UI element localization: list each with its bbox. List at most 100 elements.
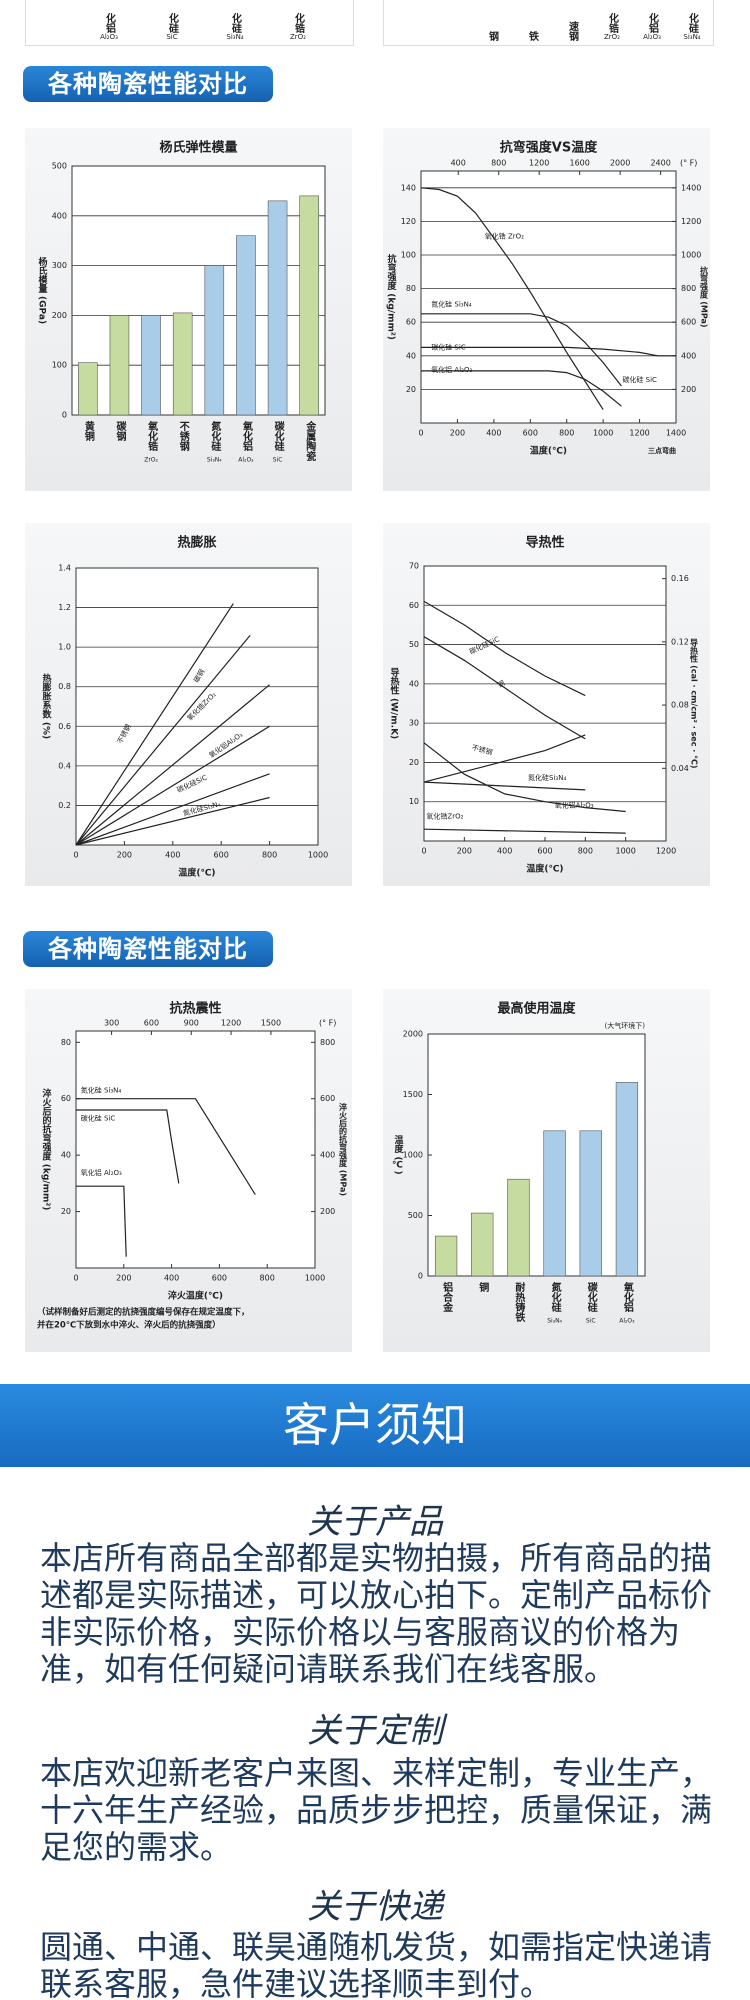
y-tick-label: 100 xyxy=(52,361,67,370)
annotation: 碳化硅 SiC xyxy=(622,375,657,384)
x-tick-label: 氧化铝 xyxy=(621,1281,634,1313)
y-tick-label: 1500 xyxy=(403,1090,423,1099)
x-tick-sublabel: Si₃N₄ xyxy=(547,1318,562,1325)
x-tick-label: 铝合金 xyxy=(441,1281,454,1312)
x2-tick-label: 400 xyxy=(451,159,466,168)
series-label: 氧化铝 Al₂O₃ xyxy=(431,365,472,374)
fragment-label: 钢 xyxy=(474,31,510,41)
x-tick-label: 1000 xyxy=(615,847,635,856)
fragment-label: 化硅 Si₃N₄ xyxy=(217,13,253,41)
fragment-sub: ZrO₂ xyxy=(290,33,306,41)
x-tick-label: 200 xyxy=(457,847,472,856)
x-tick-label: 0 xyxy=(418,429,423,438)
x-tick-label: 400 xyxy=(486,429,501,438)
fragment-text: 化铝 xyxy=(103,13,115,33)
series-line xyxy=(75,796,270,846)
x-tick-label: 400 xyxy=(164,1274,179,1283)
y2-tick-label: 600 xyxy=(320,1094,335,1103)
x-tick-label: 碳钢 xyxy=(114,420,126,442)
series-line xyxy=(420,187,604,410)
note: 三点弯曲 xyxy=(648,446,676,455)
bar xyxy=(78,362,98,416)
series-line xyxy=(76,1185,127,1257)
y2-tick-label: 800 xyxy=(681,284,696,293)
y2-tick-label: 0.08 xyxy=(671,701,689,710)
y-tick-label: 60 xyxy=(409,601,419,610)
plot-area xyxy=(427,1033,646,1277)
y-axis-label: 温度 (℃) xyxy=(392,1134,403,1174)
x2-axis-label: (° F) xyxy=(319,1019,336,1028)
y2-tick-label: 0.16 xyxy=(671,574,689,583)
y-axis-label: 抗弯强度 (kg/mm²) xyxy=(386,253,397,340)
series-label: 氮化硅Si₃N₄ xyxy=(528,773,566,782)
x-tick-label: 1400 xyxy=(666,429,686,438)
x2-tick-label: 1500 xyxy=(261,1019,281,1028)
y-axis-label: 热膨胀系数 (%) xyxy=(41,673,53,739)
y-tick-label: 40 xyxy=(61,1151,71,1160)
notice-heading: 关于快递 xyxy=(307,1887,443,1927)
x2-tick-label: 600 xyxy=(144,1019,159,1028)
y2-tick-label: 200 xyxy=(681,385,696,394)
bar xyxy=(204,265,225,416)
notice-body: 本店欢迎新老客户来图、来样定制，专业生产，十六年生产经验，品质步步把控，质量保证… xyxy=(40,1754,713,1866)
series-line xyxy=(423,781,586,791)
x2-axis-label: (° F) xyxy=(680,159,697,168)
y-tick-label: 30 xyxy=(409,719,419,728)
series-line xyxy=(75,773,270,846)
y-tick-label: 80 xyxy=(406,284,416,293)
chart-title: 导热性 xyxy=(525,535,564,551)
x-tick-label: 200 xyxy=(117,851,132,860)
y-axis-label: 淬火后的抗弯强度 (kg/mm²) xyxy=(41,1088,52,1211)
series-line xyxy=(76,1098,256,1195)
fragment-sub: Al₂O₃ xyxy=(643,33,661,41)
x-tick-label: 1000 xyxy=(593,429,613,438)
fragment-label: 化锆 ZrO₂ xyxy=(594,13,630,41)
note: 并在20℃下放到水中淬火、淬火后的抗挠强度） xyxy=(37,1320,221,1331)
section-header: 各种陶瓷性能对比 xyxy=(23,931,273,967)
x-tick-label: 600 xyxy=(212,1274,227,1283)
series-line xyxy=(76,1109,180,1184)
x-tick-label: 1200 xyxy=(656,847,676,856)
series-line xyxy=(421,370,622,407)
series-line xyxy=(423,636,586,740)
chart-subtitle: (大气环境下) xyxy=(605,1021,646,1030)
section-header: 各种陶瓷性能对比 xyxy=(23,66,273,102)
series-label: 氮化硅 Si₃N₄ xyxy=(431,300,472,309)
series-label: 碳化硅 SiC xyxy=(81,1114,116,1123)
x-axis-label: 淬火温度(℃) xyxy=(168,1290,223,1302)
y-tick-label: 2000 xyxy=(403,1030,423,1039)
x-tick-label: 1000 xyxy=(305,1274,325,1283)
x-tick-label: 1200 xyxy=(629,429,649,438)
y2-tick-label: 1200 xyxy=(681,217,701,226)
fragment-text: 化硅 xyxy=(229,13,241,33)
x-axis-label: 温度(℃) xyxy=(526,863,563,875)
series-line xyxy=(421,313,622,387)
y-tick-label: 0.2 xyxy=(58,801,71,810)
y-tick-label: 0.6 xyxy=(58,722,71,731)
y-tick-label: 1000 xyxy=(403,1151,423,1160)
series-line xyxy=(75,684,270,846)
bar xyxy=(579,1130,602,1277)
fragment-text: 铁 xyxy=(526,31,538,41)
x-tick-sublabel: Al₂O₃ xyxy=(238,457,254,464)
y-tick-label: 20 xyxy=(406,385,416,394)
x2-tick-label: 300 xyxy=(104,1019,119,1028)
fragment-sub: Al₂O₃ xyxy=(100,33,118,41)
chart-title: 热膨胀 xyxy=(177,535,216,551)
y-tick-label: 50 xyxy=(409,640,419,649)
x-tick-label: 800 xyxy=(262,851,277,860)
fragment-label: 铁 xyxy=(514,31,550,41)
bar xyxy=(507,1178,530,1277)
bar xyxy=(109,315,130,416)
x-tick-sublabel: ZrO₂ xyxy=(144,457,158,464)
y-tick-label: 300 xyxy=(52,261,67,270)
y-tick-label: 500 xyxy=(52,162,67,171)
bar xyxy=(615,1082,639,1277)
chart-title: 最高使用温度 xyxy=(497,1001,576,1017)
y2-tick-label: 800 xyxy=(320,1038,335,1047)
y-tick-label: 10 xyxy=(409,797,419,806)
y-tick-label: 500 xyxy=(408,1211,423,1220)
x-tick-label: 氮化硅 xyxy=(209,420,221,451)
bar xyxy=(236,235,256,416)
